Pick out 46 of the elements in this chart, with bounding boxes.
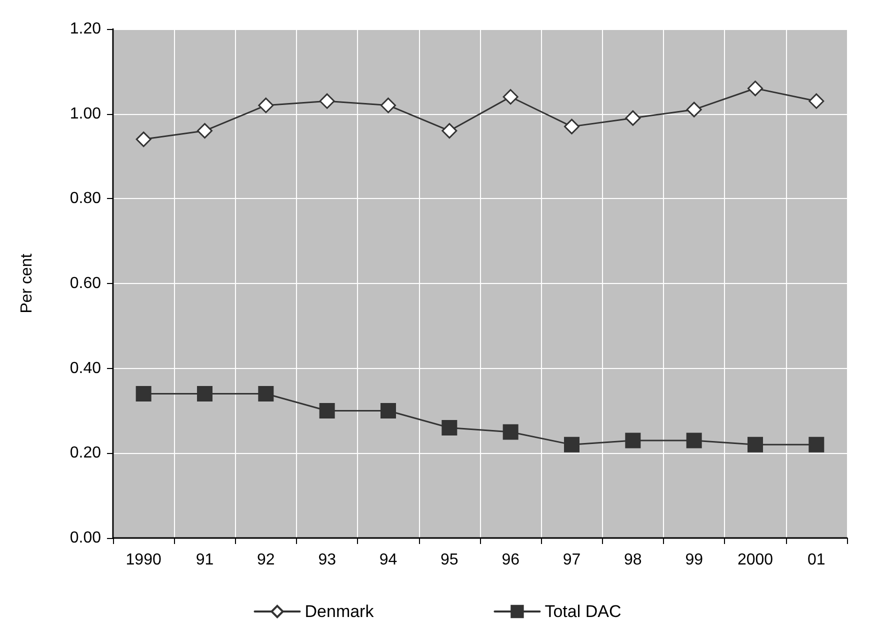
point	[442, 123, 458, 139]
legend-label: Total DAC	[544, 602, 622, 621]
x-tick-label: 96	[502, 552, 520, 568]
x-tick-label: 1990	[126, 552, 162, 568]
x-tick-label: 99	[685, 552, 704, 568]
x-tick-label: 94	[379, 552, 398, 568]
y-axis-title: Per cent	[18, 253, 36, 314]
point	[564, 118, 580, 134]
legend-label: Denmark	[304, 602, 374, 621]
x-tick-label: 97	[562, 552, 581, 568]
x-tick-label: 93	[318, 552, 336, 568]
y-tick-label: 0.40	[70, 360, 102, 377]
y-tick-label: 0.60	[70, 275, 102, 292]
y-tick-label: 1.20	[70, 20, 102, 38]
point	[136, 132, 152, 148]
x-tick-label: 98	[624, 552, 642, 568]
x-tick-label: 01	[808, 552, 826, 568]
y-tick-label: 1.00	[70, 105, 102, 122]
y-tick-label: 0.20	[70, 444, 102, 462]
point	[136, 386, 152, 402]
point	[748, 80, 763, 96]
point	[258, 386, 274, 402]
x-tick-label: 2000	[737, 552, 774, 568]
point	[808, 93, 824, 109]
point	[380, 98, 396, 114]
point	[502, 424, 518, 440]
y-tick-label: 0.00	[70, 530, 102, 546]
point	[319, 93, 335, 109]
point	[319, 403, 335, 418]
point	[564, 436, 580, 452]
x-tick-label: 92	[257, 552, 275, 568]
point	[625, 432, 641, 448]
point	[380, 403, 396, 418]
point	[808, 436, 824, 452]
point	[686, 102, 702, 118]
x-tick-label: 91	[196, 552, 214, 568]
y-tick-label: 0.80	[70, 190, 102, 208]
point	[258, 98, 274, 114]
point	[197, 386, 212, 402]
x-tick-label: 95	[440, 552, 458, 568]
point	[197, 123, 212, 139]
point	[442, 420, 458, 436]
point	[502, 89, 518, 105]
point	[686, 432, 702, 448]
point	[625, 110, 641, 126]
point	[748, 436, 763, 452]
